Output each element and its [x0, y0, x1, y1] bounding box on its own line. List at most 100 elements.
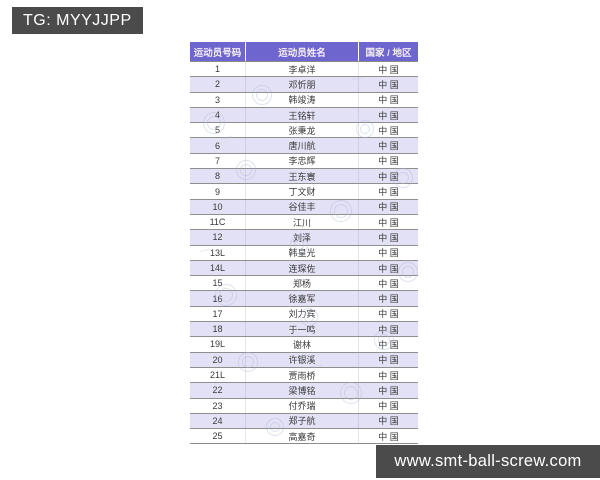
athlete-number-cell: 8: [190, 169, 246, 184]
country-cell: 中 国: [378, 79, 399, 90]
athlete-number-cell: 16: [190, 291, 246, 306]
table-row: 24 郑子航 中 国: [190, 412, 418, 429]
table-header-row: 运动员号码 运动员姓名 国家 / 地区: [190, 42, 418, 62]
header-athlete-name: 运动员姓名: [246, 42, 359, 61]
country-cell: 中 国: [378, 64, 399, 75]
country-cell: 中 国: [378, 248, 399, 259]
athlete-name-cell: 江川: [246, 214, 359, 230]
athlete-name-cell: 李卓洋: [246, 62, 359, 77]
athlete-number-cell: 22: [190, 383, 246, 398]
tg-badge-label: TG: MYYJJPP: [23, 11, 132, 29]
athlete-number-cell: 19L: [190, 337, 246, 352]
table-row: 18 于一鸣 中 国: [190, 321, 418, 337]
country-cell: 中 国: [378, 125, 399, 136]
country-cell: 中 国: [378, 431, 399, 442]
country-cell: 中 国: [378, 110, 399, 121]
athlete-name-cell: 徐嘉军: [246, 291, 359, 306]
country-cell: 中 国: [378, 416, 399, 427]
table-row: 25 高嘉奇 中 国: [190, 428, 418, 444]
table-row: 21L 贾雨桥 中 国: [190, 366, 418, 383]
table-row: 23 付乔瑞 中 国: [190, 397, 418, 413]
athlete-number-cell: 10: [190, 199, 246, 214]
country-cell: 中 国: [378, 401, 399, 412]
athlete-number-cell: 17: [190, 306, 246, 322]
table-row: 16 徐嘉军 中 国: [190, 290, 418, 306]
athlete-number-cell: 5: [190, 123, 246, 138]
athlete-number-cell: 25: [190, 429, 246, 444]
table-row: 14L 连琛佐 中 国: [190, 259, 418, 276]
table-row: 9 丁文财 中 国: [190, 183, 418, 199]
athlete-name-cell: 梁博铭: [246, 383, 359, 398]
athlete-name-cell: 刘力宾: [246, 306, 359, 322]
country-cell: 中 国: [378, 171, 399, 182]
athlete-name-cell: 韩皇光: [246, 245, 359, 260]
table-row: 22 梁博铭 中 国: [190, 382, 418, 398]
table-row: 12 刘泽 中 国: [190, 229, 418, 245]
country-cell: 中 国: [378, 217, 399, 228]
athlete-name-cell: 邓忻朋: [246, 77, 359, 92]
athlete-roster-table: 运动员号码 运动员姓名 国家 / 地区 1 李卓洋 中 国 2 邓忻朋 中 国 …: [190, 42, 418, 445]
site-url-label: www.smt-ball-screw.com: [394, 452, 582, 470]
country-cell: 中 国: [378, 385, 399, 396]
table-row: 6 唐川航 中 国: [190, 137, 418, 153]
country-cell: 中 国: [378, 156, 399, 167]
country-cell: 中 国: [378, 141, 399, 152]
athlete-number-cell: 4: [190, 107, 246, 123]
table-row: 3 韩竣涛 中 国: [190, 91, 418, 107]
athlete-number-cell: 15: [190, 276, 246, 291]
athlete-name-cell: 王东寰: [246, 169, 359, 184]
athlete-number-cell: 6: [190, 138, 246, 153]
athlete-name-cell: 韩竣涛: [246, 92, 359, 107]
table-row: 8 王东寰 中 国: [190, 168, 418, 184]
tg-badge: TG: MYYJJPP: [12, 7, 143, 34]
athlete-number-cell: 2: [190, 77, 246, 92]
athlete-number-cell: 11C: [190, 214, 246, 230]
athlete-name-cell: 谷佳丰: [246, 199, 359, 214]
athlete-number-cell: 14L: [190, 260, 246, 276]
athlete-name-cell: 郑子航: [246, 413, 359, 429]
site-url-bar: www.smt-ball-screw.com: [376, 445, 600, 478]
athlete-name-cell: 张秉龙: [246, 123, 359, 138]
athlete-name-cell: 丁文财: [246, 184, 359, 199]
athlete-number-cell: 21L: [190, 367, 246, 383]
table-row: 5 张秉龙 中 国: [190, 122, 418, 138]
country-cell: 中 国: [378, 309, 399, 320]
athlete-name-cell: 谢林: [246, 337, 359, 352]
table-row: 13L 韩皇光 中 国: [190, 244, 418, 260]
table-row: 7 李忠辉 中 国: [190, 152, 418, 169]
country-cell: 中 国: [378, 339, 399, 350]
athlete-number-cell: 20: [190, 352, 246, 367]
athlete-name-cell: 王铭轩: [246, 107, 359, 123]
country-cell: 中 国: [378, 95, 399, 106]
table-row: 15 郑杨 中 国: [190, 275, 418, 291]
athlete-number-cell: 13L: [190, 245, 246, 260]
table-row: 4 王铭轩 中 国: [190, 106, 418, 123]
athlete-number-cell: 23: [190, 398, 246, 413]
table-row: 11C 江川 中 国: [190, 213, 418, 230]
country-cell: 中 国: [378, 278, 399, 289]
country-cell: 中 国: [378, 324, 399, 335]
table-row: 20 许银溪 中 国: [190, 351, 418, 367]
athlete-name-cell: 高嘉奇: [246, 429, 359, 444]
header-athlete-number: 运动员号码: [190, 42, 246, 61]
athlete-name-cell: 刘泽: [246, 230, 359, 245]
athlete-number-cell: 1: [190, 62, 246, 77]
athlete-name-cell: 贾雨桥: [246, 367, 359, 383]
table-row: 1 李卓洋 中 国: [190, 62, 418, 77]
athlete-name-cell: 李忠辉: [246, 153, 359, 169]
table-row: 10 谷佳丰 中 国: [190, 198, 418, 214]
athlete-number-cell: 12: [190, 230, 246, 245]
table-row: 2 邓忻朋 中 国: [190, 76, 418, 92]
athlete-number-cell: 24: [190, 413, 246, 429]
athlete-name-cell: 郑杨: [246, 276, 359, 291]
athlete-number-cell: 9: [190, 184, 246, 199]
athlete-number-cell: 3: [190, 92, 246, 107]
country-cell: 中 国: [378, 370, 399, 381]
athlete-name-cell: 付乔瑞: [246, 398, 359, 413]
athlete-name-cell: 连琛佐: [246, 260, 359, 276]
country-cell: 中 国: [378, 232, 399, 243]
athlete-name-cell: 唐川航: [246, 138, 359, 153]
athlete-name-cell: 许银溪: [246, 352, 359, 367]
header-country-region: 国家 / 地区: [365, 47, 412, 59]
